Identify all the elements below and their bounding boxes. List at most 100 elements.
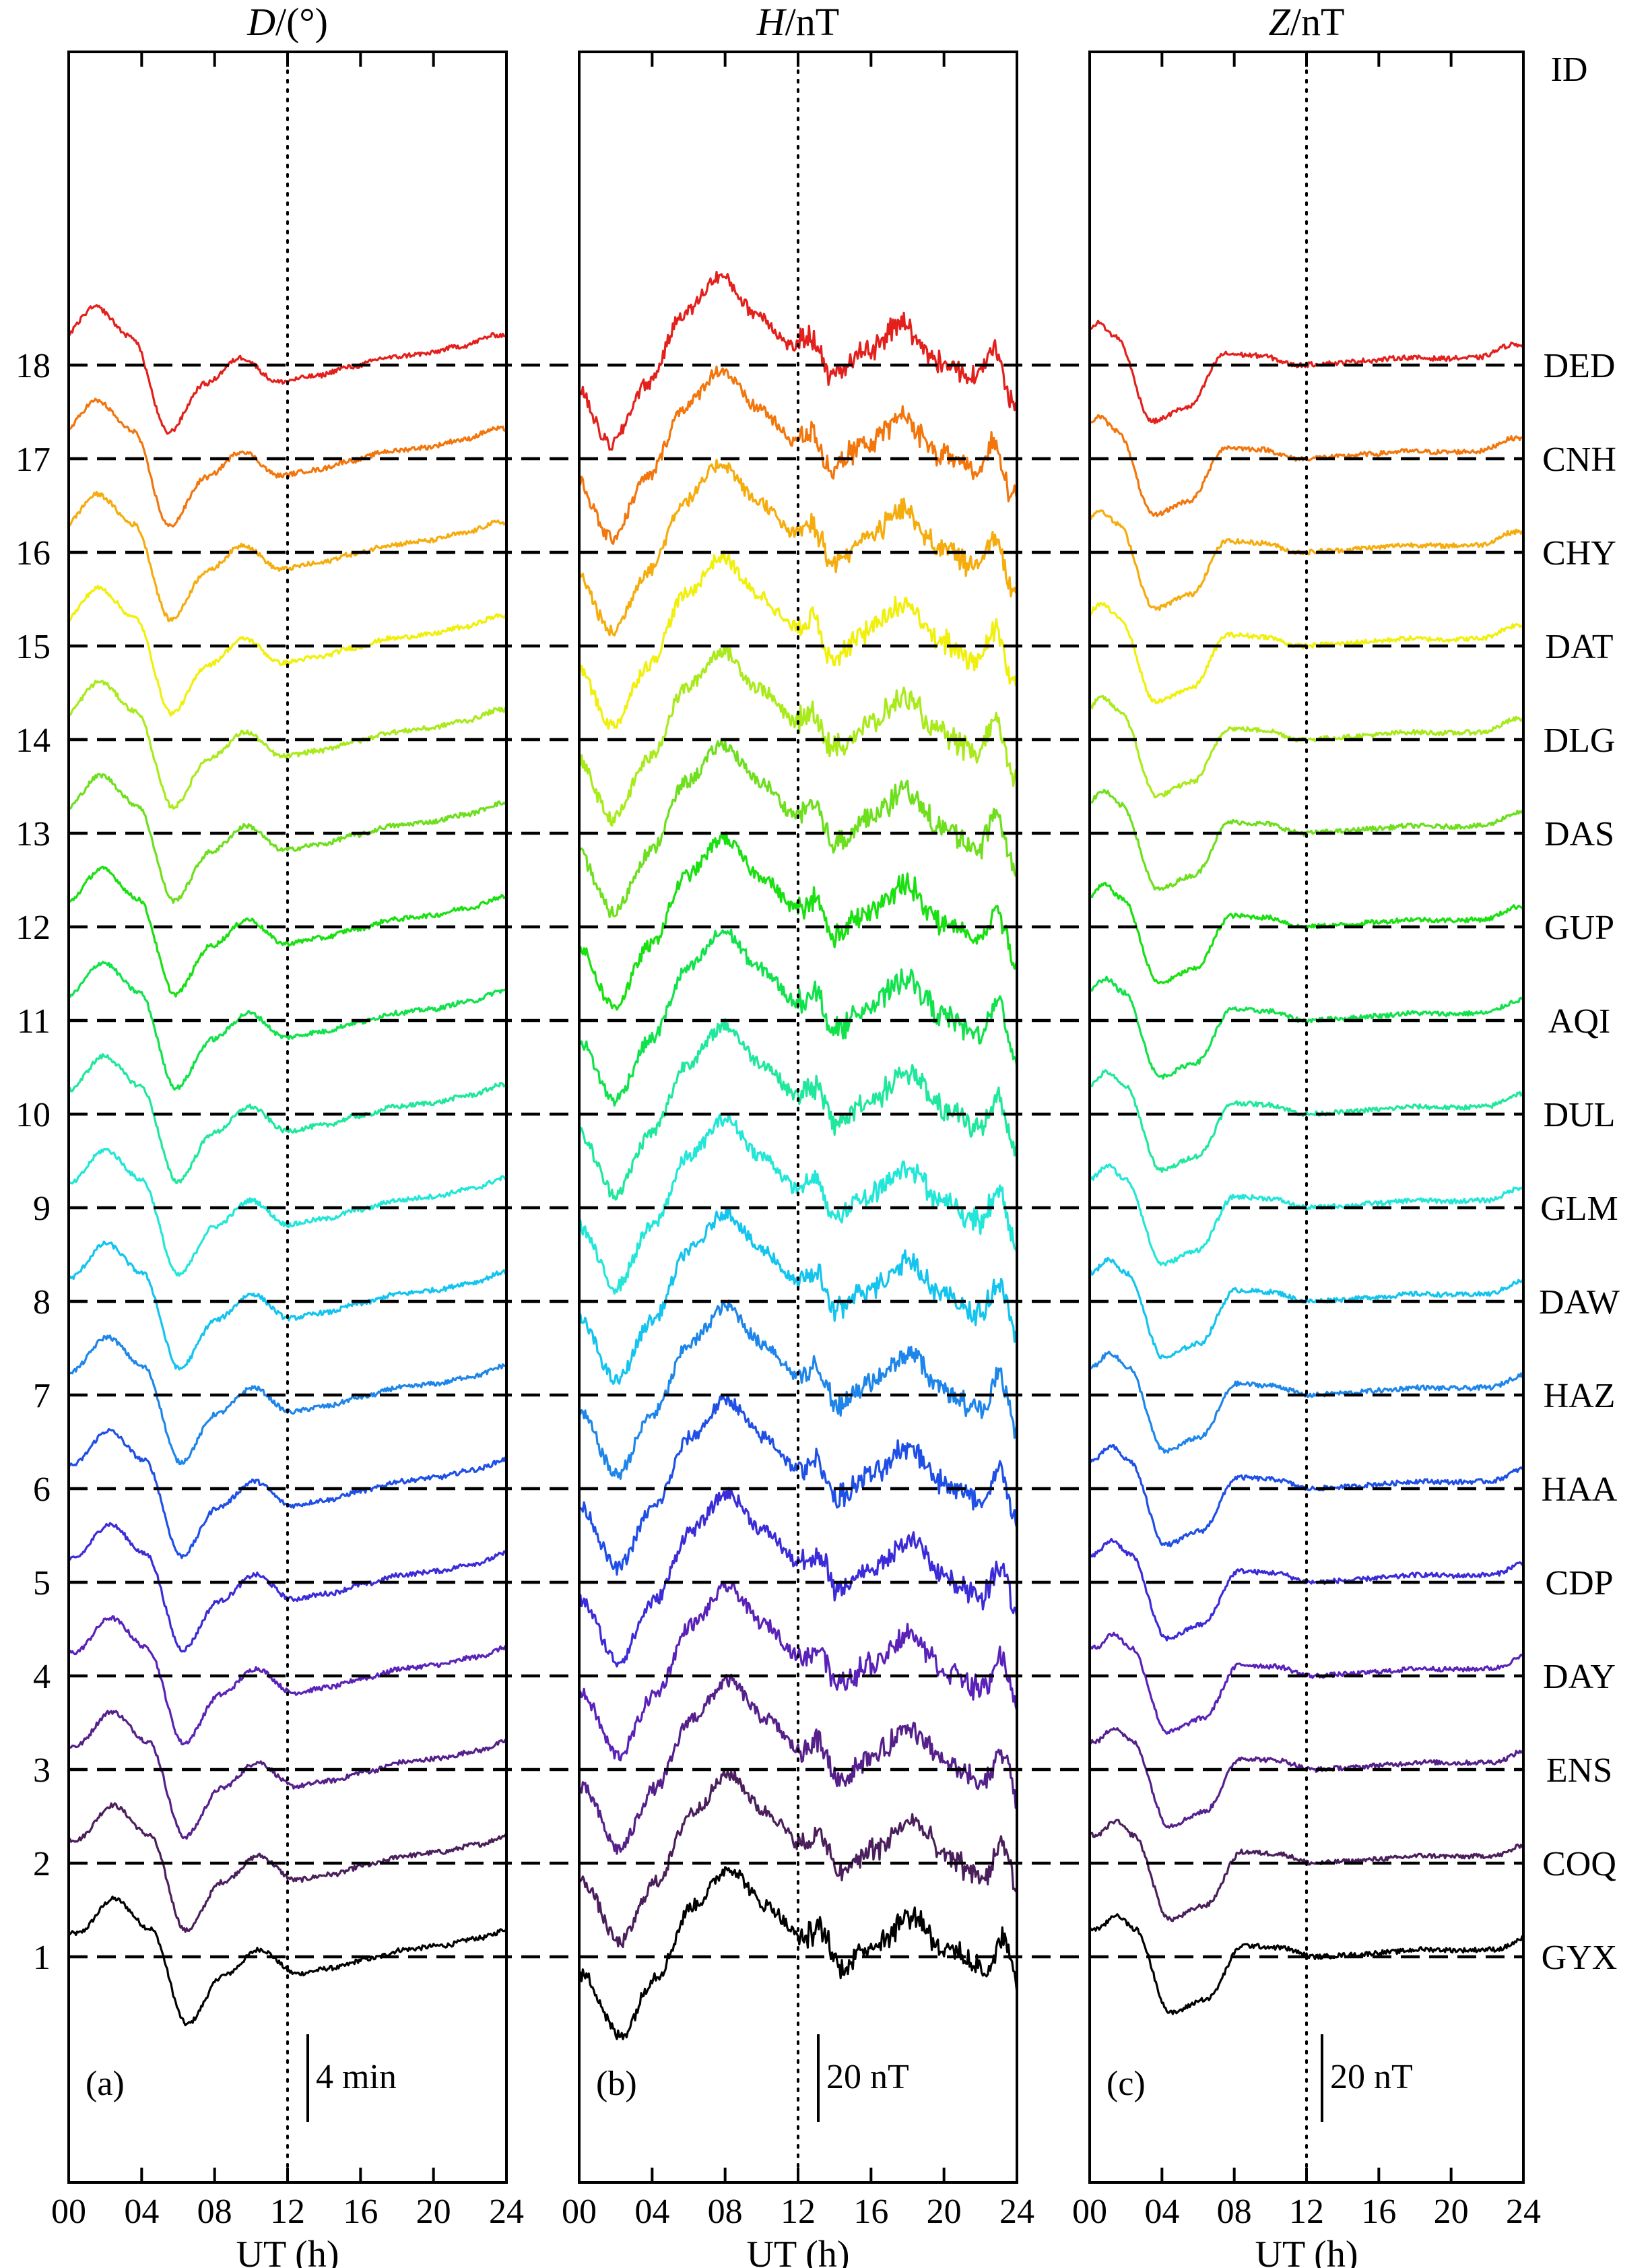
x-tick-label-04-panel-3: 04 [1144,2193,1179,2231]
row-number-15: 15 [15,628,51,666]
panel-title-3: Z/nT [1269,0,1345,44]
row-number-16: 16 [15,534,51,573]
station-id-glm: GLM [1540,1190,1618,1228]
panel-title-1: D/(°) [246,0,328,44]
x-tick-label-04-panel-1: 04 [124,2193,159,2231]
row-number-3: 3 [33,1751,51,1790]
row-number-18: 18 [15,347,51,385]
series-line-ded-panel-2 [578,271,1018,451]
x-tick-label-16-panel-3: 16 [1361,2193,1396,2231]
station-id-day: DAY [1543,1658,1616,1696]
series-line-glm-panel-2 [578,1113,1018,1295]
row-number-1: 1 [33,1939,51,1977]
station-id-cdp: CDP [1545,1564,1613,1602]
station-id-dlg: DLG [1544,721,1616,760]
row-number-17: 17 [15,441,51,479]
x-tick-label-24-panel-1: 24 [489,2193,524,2231]
station-id-ens: ENS [1546,1751,1612,1790]
panel-frames-layer [67,51,1525,2184]
x-tick-label-00-panel-3: 00 [1072,2193,1107,2231]
series-line-dat-panel-3 [1088,602,1524,705]
series-line-coq-panel-2 [578,1769,1018,1949]
row-number-14: 14 [15,721,51,760]
id-column-header: ID [1551,51,1588,89]
row-number-7: 7 [33,1377,51,1415]
x-tick-label-24-panel-2: 24 [999,2193,1034,2231]
row-number-8: 8 [33,1283,51,1322]
station-id-gyx: GYX [1542,1939,1618,1977]
x-tick-label-12-panel-2: 12 [781,2193,816,2231]
x-tick-label-00-panel-2: 00 [562,2193,597,2231]
series-line-glm-panel-1 [68,1147,507,1277]
series-line-dul-panel-3 [1088,1069,1525,1173]
series-line-ens-panel-1 [67,1710,508,1840]
series-line-ens-panel-2 [578,1673,1018,1855]
station-id-aqi: AQI [1548,1002,1610,1041]
series-line-aqi-panel-2 [578,928,1018,1107]
row-number-12: 12 [15,909,51,947]
row-number-6: 6 [33,1470,51,1509]
station-id-chy: CHY [1542,534,1616,573]
series-line-gyx-panel-2 [578,1866,1018,2040]
series-line-coq-panel-3 [1089,1819,1524,1922]
series-line-glm-panel-3 [1088,1163,1524,1267]
x-axis-title-panel-1: UT (h) [236,2234,339,2268]
station-id-coq: COQ [1542,1845,1616,1883]
panel-letter-3: (c) [1107,2065,1146,2103]
row-number-2: 2 [33,1845,51,1883]
station-id-haz: HAZ [1544,1377,1616,1415]
x-tick-label-20-panel-3: 20 [1434,2193,1469,2231]
grid-layer [69,51,1523,2184]
scale-bar-label-panel-2: 20 nT [826,2058,909,2096]
station-id-das: DAS [1544,815,1614,853]
station-id-ded: DED [1544,347,1616,385]
series-line-haa-panel-2 [578,1394,1018,1576]
row-number-9: 9 [33,1190,51,1228]
x-axis-title-panel-3: UT (h) [1255,2234,1358,2268]
series-line-dlg-panel-1 [67,680,508,810]
x-tick-label-00-panel-1: 00 [51,2193,86,2231]
series-line-day-panel-1 [67,1615,507,1746]
series-line-day-panel-2 [578,1582,1018,1761]
x-tick-label-04-panel-2: 04 [634,2193,669,2231]
x-tick-label-08-panel-1: 08 [197,2193,232,2231]
scale-bar-label-panel-3: 20 nT [1330,2058,1413,2096]
station-id-daw: DAW [1539,1283,1620,1322]
series-line-das-panel-2 [578,739,1018,918]
row-number-13: 13 [15,815,51,853]
panel-letter-1: (a) [86,2065,125,2103]
x-tick-label-08-panel-2: 08 [708,2193,743,2231]
series-line-dat-panel-2 [578,550,1018,730]
x-tick-label-12-panel-1: 12 [270,2193,305,2231]
row-number-5: 5 [33,1564,51,1602]
data-lines-layer [67,271,1525,2040]
series-line-das-panel-1 [68,773,507,904]
panel-title-2: H/nT [756,0,839,44]
x-tick-label-16-panel-2: 16 [853,2193,888,2231]
series-line-coq-panel-1 [68,1802,508,1933]
row-number-4: 4 [33,1658,51,1696]
station-id-gup: GUP [1544,909,1614,947]
x-tick-label-16-panel-1: 16 [343,2193,378,2231]
series-line-dul-panel-1 [68,1053,507,1184]
row-number-11: 11 [17,1002,51,1041]
series-line-chy-panel-2 [578,459,1018,637]
station-id-haa: HAA [1542,1470,1618,1509]
series-line-cdp-panel-2 [579,1487,1018,1668]
scale-bar-label-panel-1: 4 min [316,2058,397,2096]
series-line-dat-panel-1 [68,585,508,717]
row-number-10: 10 [15,1096,51,1134]
x-tick-label-24-panel-3: 24 [1506,2193,1541,2231]
x-axis-title-panel-2: UT (h) [747,2234,850,2268]
x-tick-label-20-panel-1: 20 [416,2193,451,2231]
x-tick-label-12-panel-3: 12 [1289,2193,1324,2231]
station-id-dul: DUL [1544,1096,1616,1134]
series-line-dul-panel-2 [578,1018,1018,1201]
panel-letter-2: (b) [596,2065,637,2103]
station-id-dat: DAT [1545,628,1613,666]
series-line-cnh-panel-1 [68,397,508,528]
series-line-gup-panel-2 [578,831,1018,1011]
